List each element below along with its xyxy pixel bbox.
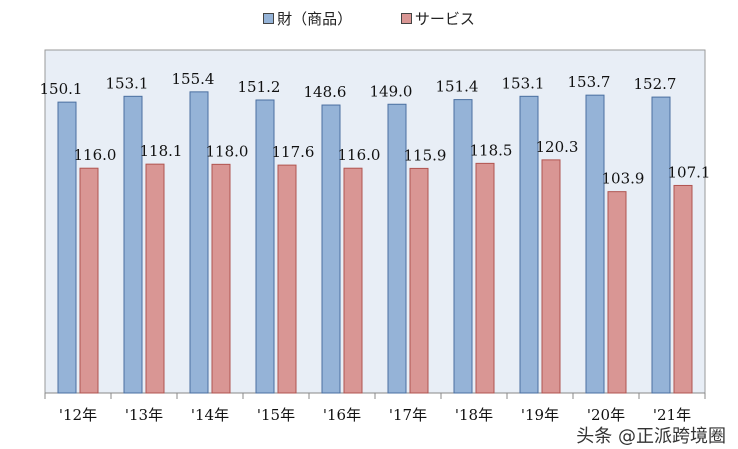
data-label-services: 118.0 xyxy=(206,142,249,160)
bar-services xyxy=(145,163,165,394)
bar-goods xyxy=(519,95,539,394)
bar-services xyxy=(211,163,231,394)
data-label-services: 103.9 xyxy=(602,170,645,188)
bar-goods xyxy=(387,103,407,394)
data-label-goods: 149.0 xyxy=(370,82,413,100)
data-label-goods: 151.2 xyxy=(238,78,281,96)
data-label-goods: 151.4 xyxy=(436,78,479,96)
bar-goods xyxy=(453,99,473,394)
data-label-services: 117.6 xyxy=(272,143,315,161)
x-tick-label: '18年 xyxy=(455,406,493,424)
x-tick-label: '13年 xyxy=(125,406,163,424)
bar-services xyxy=(673,184,693,394)
x-tick-label: '16年 xyxy=(323,406,361,424)
data-label-goods: 152.7 xyxy=(634,75,677,93)
data-label-services: 116.0 xyxy=(338,146,381,164)
x-tick-label: '12年 xyxy=(59,406,97,424)
x-tick-label: '20年 xyxy=(587,406,625,424)
x-tick-label: '15年 xyxy=(257,406,295,424)
legend-swatch-services xyxy=(400,13,412,24)
x-tick-label: '17年 xyxy=(389,406,427,424)
x-tick-label: '19年 xyxy=(521,406,559,424)
legend: 財（商品） サービス xyxy=(0,8,738,29)
data-label-goods: 153.1 xyxy=(106,74,149,92)
bar-goods xyxy=(123,95,143,394)
bar-services xyxy=(79,167,99,394)
bar-goods xyxy=(189,91,209,394)
bar-services xyxy=(409,167,429,394)
data-label-goods: 153.1 xyxy=(502,74,545,92)
data-label-services: 118.1 xyxy=(140,142,183,160)
data-label-services: 118.5 xyxy=(470,141,513,159)
data-label-goods: 155.4 xyxy=(172,70,215,88)
legend-swatch-goods xyxy=(263,13,275,24)
bar-goods xyxy=(255,99,275,394)
legend-label-services: サービス xyxy=(414,10,475,28)
bar-goods xyxy=(585,94,605,394)
plot-area xyxy=(44,49,706,394)
data-label-services: 107.1 xyxy=(668,163,711,181)
data-label-services: 120.3 xyxy=(536,138,579,156)
bar-goods xyxy=(57,101,77,394)
legend-item-goods: 財（商品） xyxy=(263,8,352,29)
bar-goods xyxy=(321,104,341,394)
legend-label-goods: 財（商品） xyxy=(277,10,353,28)
data-label-services: 115.9 xyxy=(404,146,447,164)
bar-services xyxy=(541,159,561,394)
data-label-goods: 150.1 xyxy=(40,80,83,98)
data-label-goods: 148.6 xyxy=(304,83,347,101)
data-label-goods: 153.7 xyxy=(568,73,611,91)
bar-services xyxy=(277,164,297,394)
bar-services xyxy=(607,191,627,394)
watermark: 头条 @正派跨境圈 xyxy=(576,426,726,447)
bar-goods xyxy=(651,96,671,394)
legend-item-services: サービス xyxy=(400,8,475,29)
x-tick-label: '21年 xyxy=(653,406,691,424)
x-tick-label: '14年 xyxy=(191,406,229,424)
bar-services xyxy=(343,167,363,394)
data-label-services: 116.0 xyxy=(74,146,117,164)
bar-services xyxy=(475,162,495,394)
